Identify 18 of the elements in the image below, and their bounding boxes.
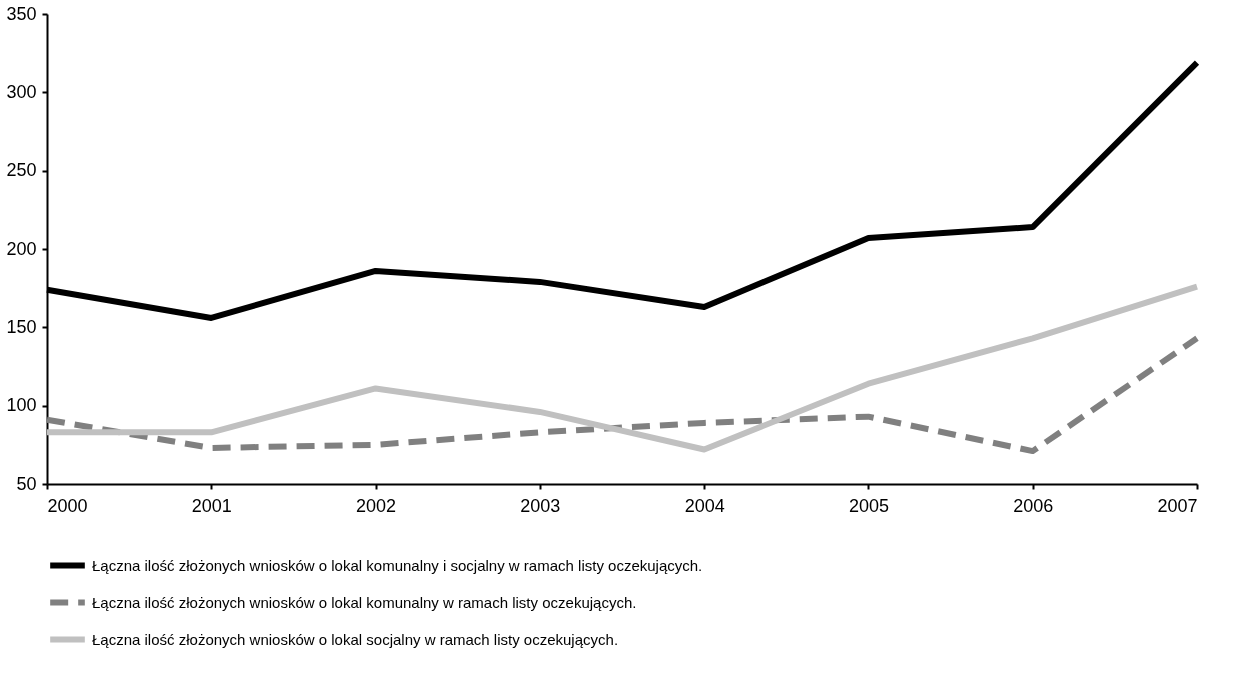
x-tick-label: 2003 <box>520 495 561 516</box>
y-tick-label: 100 <box>6 395 37 416</box>
x-tick-label: 2004 <box>684 495 725 516</box>
y-tick-label: 350 <box>6 3 37 24</box>
legend-label: Łączna ilość złożonych wniosków o lokal socjalny w ramach listy oczekujących. <box>92 630 619 648</box>
x-tick-label: 2000 <box>47 495 88 516</box>
y-tick-label: 150 <box>6 316 37 337</box>
legend-label: Łączna ilość złożonych wniosków o lokal komunalny i socjalny w ramach listy oczekujących. <box>92 556 703 574</box>
y-tick-label: 50 <box>16 473 37 494</box>
x-tick-label: 2002 <box>356 495 397 516</box>
x-tick-label: 2006 <box>1013 495 1054 516</box>
y-tick-label: 250 <box>6 160 37 181</box>
legend-label: Łączna ilość złożonych wniosków o lokal komunalny w ramach listy oczekujących. <box>92 593 637 611</box>
x-tick-label: 2007 <box>1157 495 1198 516</box>
y-tick-label: 200 <box>6 238 37 259</box>
x-tick-label: 2005 <box>848 495 889 516</box>
x-tick-label: 2001 <box>191 495 232 516</box>
y-tick-label: 300 <box>6 81 37 102</box>
